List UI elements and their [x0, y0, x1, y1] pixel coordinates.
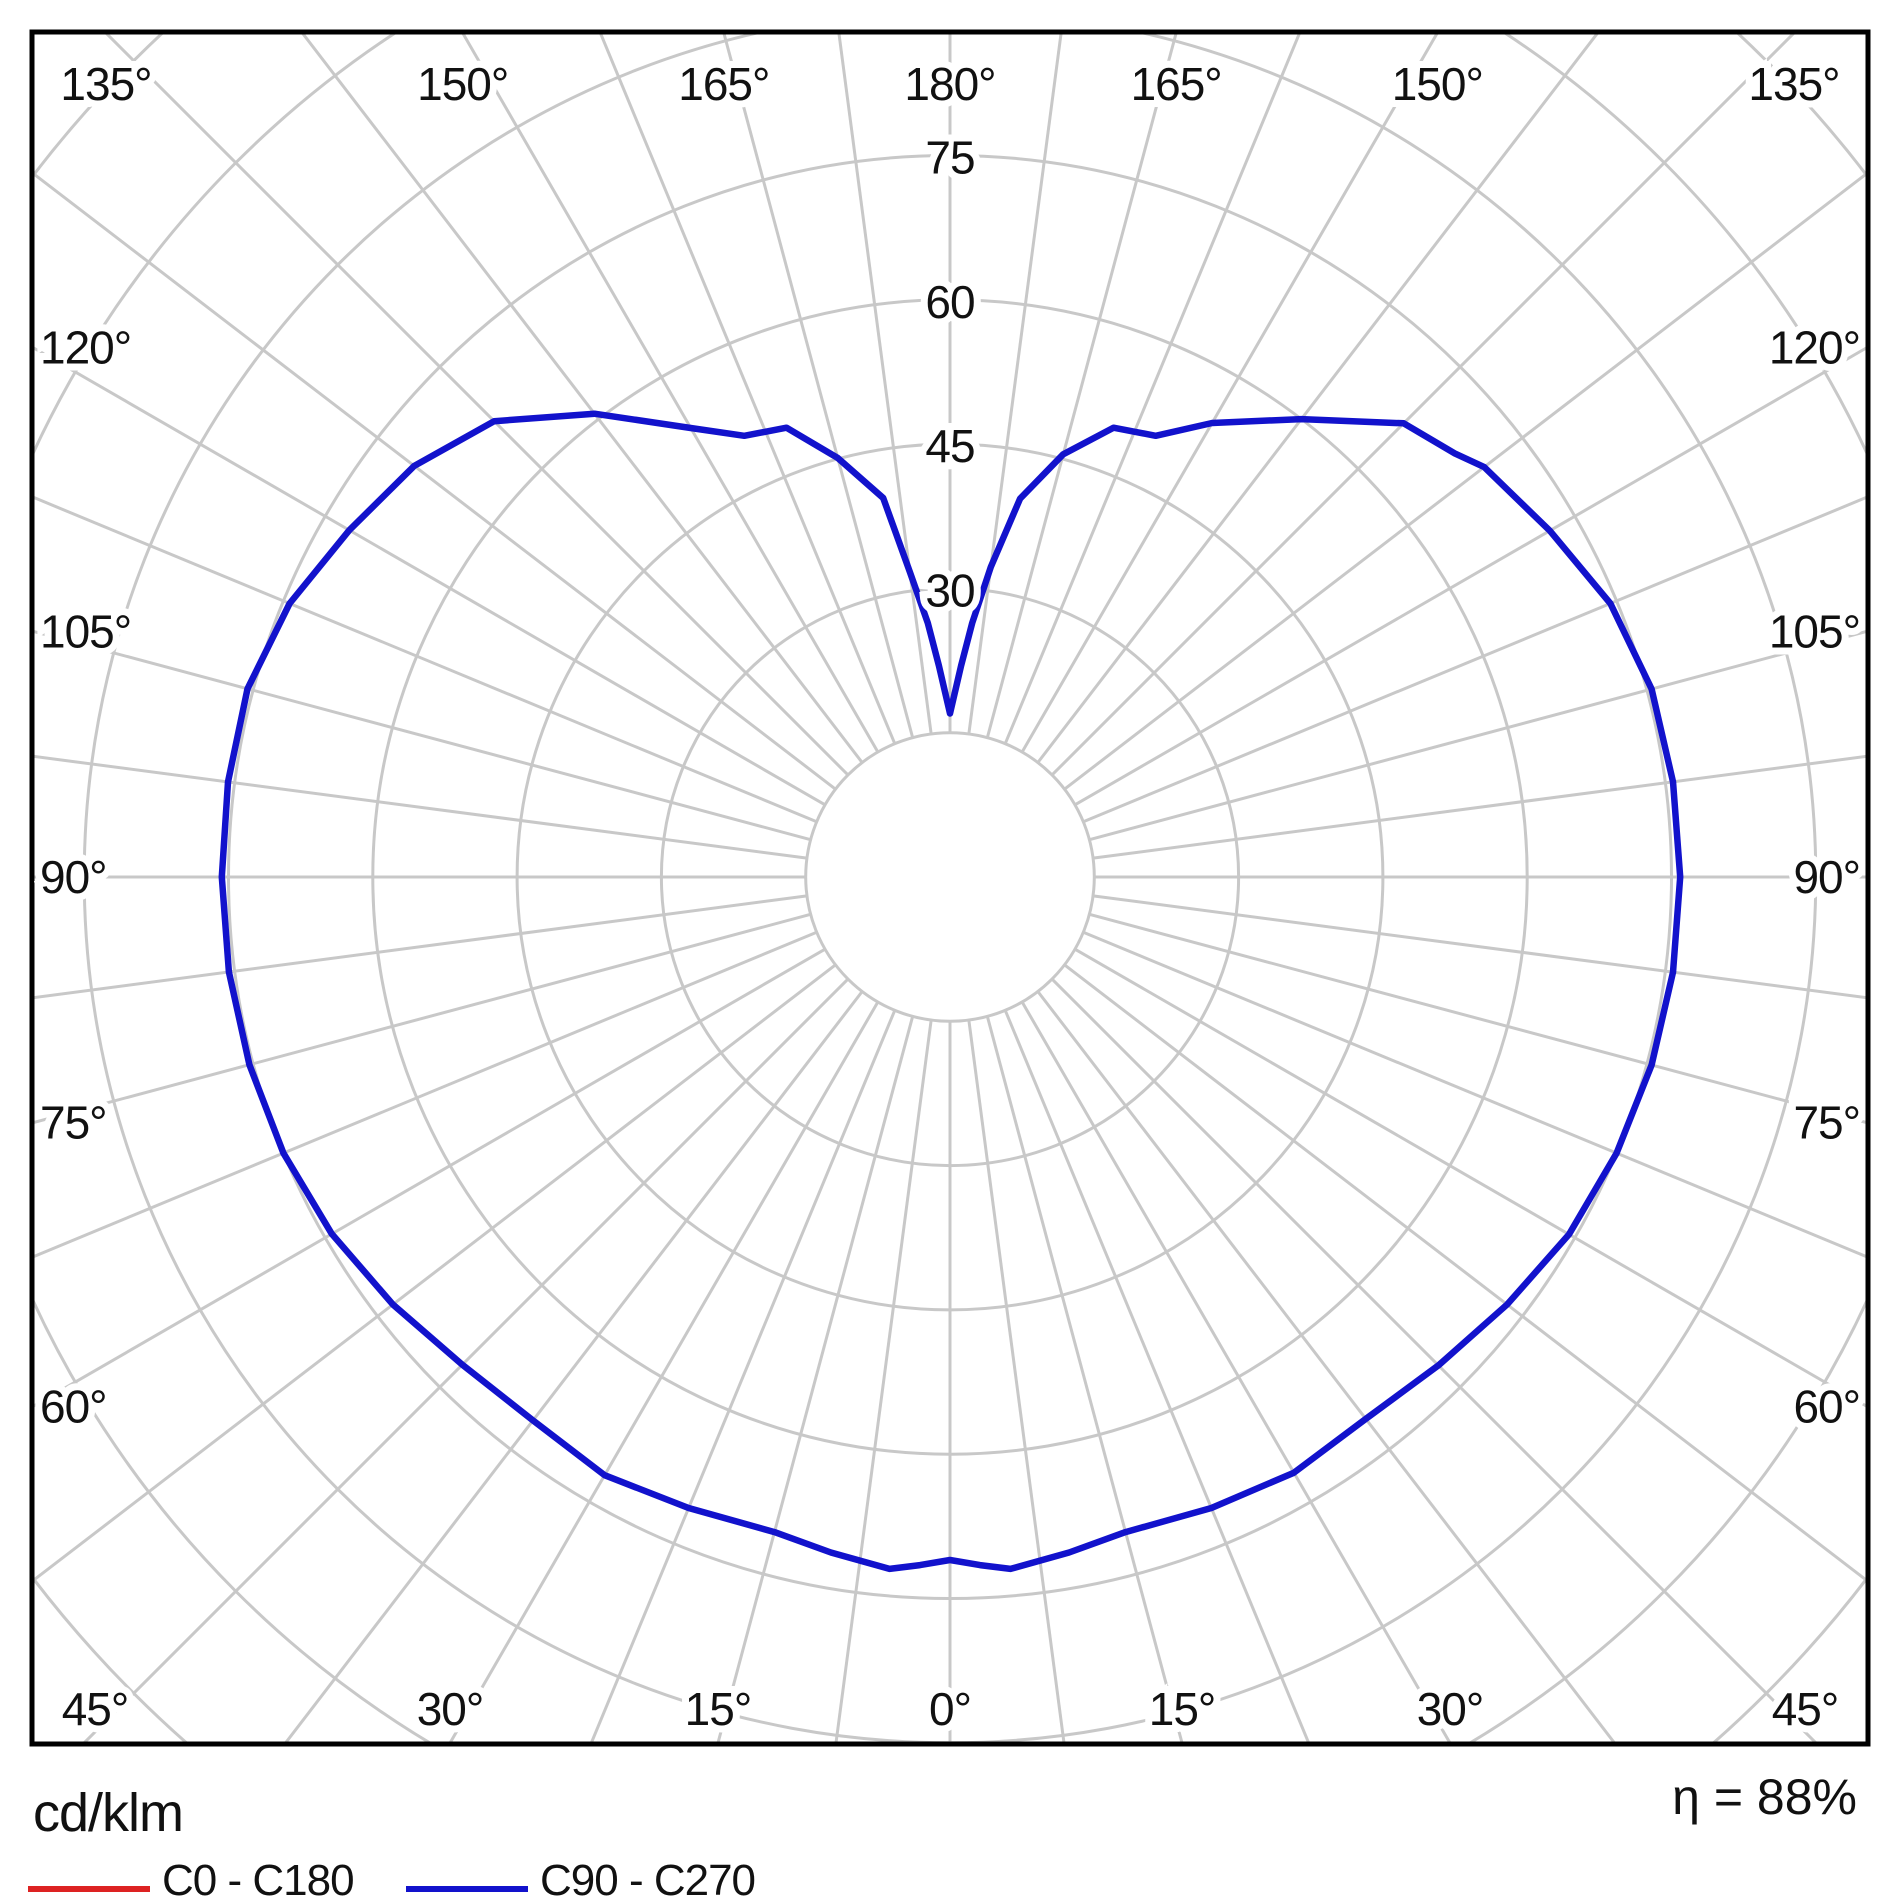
grid-spoke-262.5: [33, 754, 808, 860]
grid-spoke-165: [985, 33, 1178, 739]
grid-spoke-22.5: [1003, 1009, 1311, 1743]
angle-label-90-left: 90°: [40, 851, 107, 903]
grid-spoke-142.5: [1036, 33, 1600, 764]
grid-spoke-202.5: [598, 33, 897, 745]
grid-spoke-277.5: [33, 894, 808, 1000]
angle-label-150-right: 150°: [1392, 58, 1483, 110]
angle-label-135-left: 135°: [60, 58, 151, 110]
angle-label-165-right: 165°: [1131, 58, 1222, 110]
grid-spoke-97.5: [1092, 754, 1867, 860]
plot-border: [29, 29, 1871, 1747]
grid-spoke-112.5: [1082, 495, 1867, 824]
grid-spoke-45: [1050, 977, 1819, 1743]
grid-spoke-315: [81, 977, 850, 1743]
angle-label-120-left: 120°: [40, 322, 131, 374]
grid-spoke-60: [1074, 947, 1867, 1409]
grid-spoke-285: [33, 912, 812, 1125]
grid-spoke-337.5: [589, 1009, 897, 1743]
angle-label-45-left: 45°: [62, 1683, 129, 1735]
grid-spoke-300: [33, 947, 826, 1409]
grid-spoke-135: [1050, 33, 1797, 777]
angle-label-180-right: 180°: [904, 58, 995, 110]
grid-spoke-30: [1020, 1001, 1452, 1743]
grid-spoke-82.5: [1092, 894, 1867, 1000]
grid-spoke-307.5: [33, 963, 837, 1583]
angle-label-105-left: 105°: [40, 605, 131, 657]
grid-spoke-240: [33, 345, 826, 807]
grid-spoke-7.5: [967, 1019, 1066, 1743]
grid-spoke-210: [460, 33, 880, 753]
radial-tick-label-60: 60: [925, 276, 974, 328]
legend-label-c90-c270: C90 - C270: [540, 1856, 756, 1900]
radial-tick-label-30: 30: [925, 564, 974, 616]
angle-label-15-left: 15°: [685, 1683, 752, 1735]
grid-spoke-217.5: [300, 33, 864, 764]
grid-spoke-352.5: [834, 1019, 933, 1743]
grid-spoke-120: [1074, 345, 1867, 807]
angle-label-120-right: 120°: [1769, 322, 1860, 374]
grid-spoke-172.5: [967, 33, 1063, 735]
grid-spoke-255: [33, 629, 812, 842]
grid-spoke-232.5: [33, 171, 837, 791]
radial-tick-label-75: 75: [925, 132, 974, 184]
angle-label-0-right: 0°: [929, 1683, 971, 1735]
grid-spoke-195: [722, 33, 915, 739]
grid-spoke-322.5: [283, 990, 864, 1743]
angle-label-90-right: 90°: [1793, 851, 1860, 903]
grid-spoke-67.5: [1082, 930, 1867, 1259]
angle-label-60-left: 60°: [40, 1380, 107, 1432]
angle-label-30-left: 30°: [417, 1683, 484, 1735]
grid-spoke-37.5: [1036, 990, 1617, 1743]
angle-label-45-right: 45°: [1772, 1683, 1839, 1735]
grid-spoke-247.5: [33, 495, 818, 824]
angle-label-75-left: 75°: [40, 1097, 107, 1149]
grid-spoke-187.5: [837, 33, 933, 735]
radial-tick-label-45: 45: [925, 420, 974, 472]
grid-spoke-52.5: [1063, 963, 1867, 1583]
grid-spoke-105: [1088, 629, 1867, 842]
angle-label-15-right: 15°: [1149, 1683, 1216, 1735]
angle-label-105-right: 105°: [1769, 605, 1860, 657]
grid-spoke-225: [103, 33, 850, 777]
angle-label-165-left: 165°: [678, 58, 769, 110]
units-label: cd/klm: [33, 1783, 184, 1843]
grid-spoke-15: [985, 1015, 1184, 1743]
efficiency-label: η = 88%: [1672, 1769, 1857, 1825]
grid-spoke-150: [1020, 33, 1440, 753]
grid-spoke-292.5: [33, 930, 818, 1259]
legend-line-c0-c180: [28, 1886, 150, 1892]
grid-spoke-157.5: [1003, 33, 1302, 745]
angle-label-30-right: 30°: [1417, 1683, 1484, 1735]
grid-spoke-75: [1088, 912, 1867, 1125]
grid-spoke-345: [716, 1015, 915, 1743]
legend-label-c0-c180: C0 - C180: [162, 1856, 355, 1900]
grid-spoke-127.5: [1063, 171, 1867, 791]
angle-label-150-left: 150°: [417, 58, 508, 110]
angle-label-75-right: 75°: [1793, 1097, 1860, 1149]
curve-C90-C270: [218, 410, 1684, 1573]
grid-spoke-330: [448, 1001, 880, 1743]
grid-ring-15: [804, 731, 1096, 1023]
legend-line-c90-c270: [406, 1886, 528, 1892]
angle-label-135-right: 135°: [1748, 58, 1839, 110]
angle-label-60-right: 60°: [1793, 1380, 1860, 1432]
